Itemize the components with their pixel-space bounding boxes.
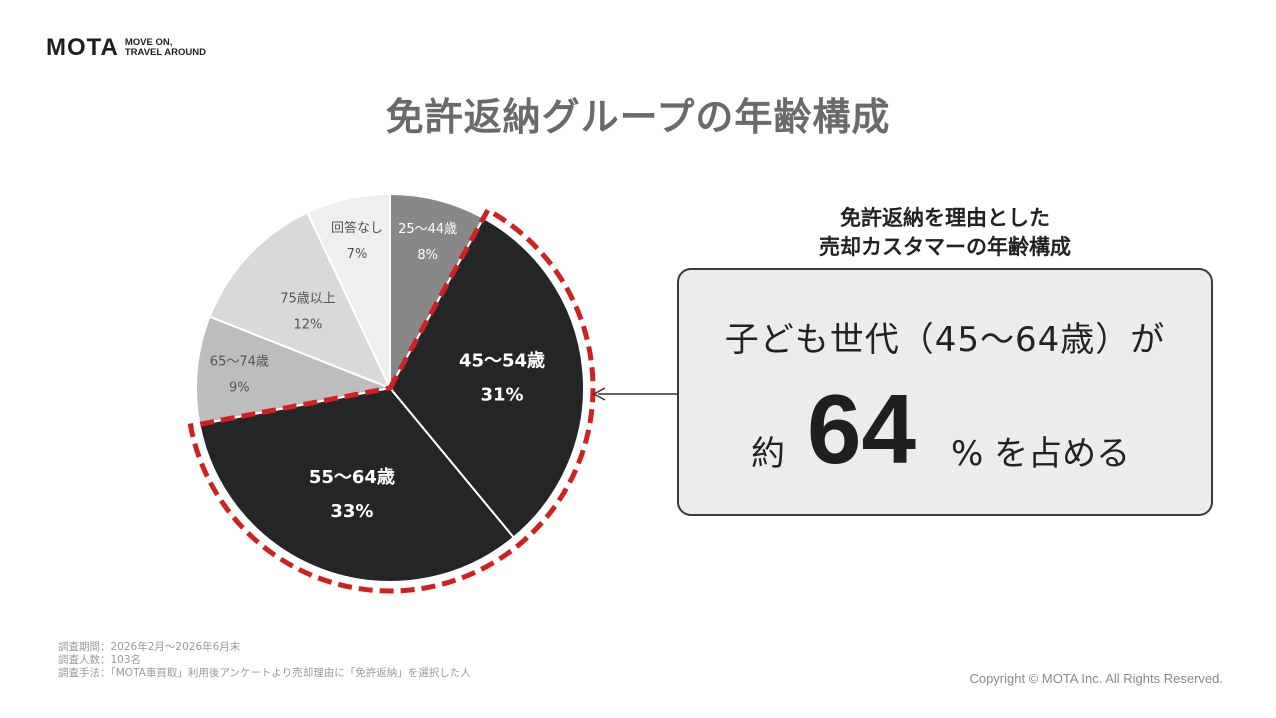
logo-tagline-line: TRAVEL AROUND [124,47,206,58]
logo-wordmark: MOTA [46,34,119,61]
slice-label-5: 回答なし [331,220,383,236]
pie-slice [208,211,392,390]
callout-prefix: 約 [751,434,785,474]
slice-value-0: 8% [417,248,438,263]
callout-stat: 約 64 % を占める [679,374,1211,484]
slice-value-3: 9% [229,380,250,395]
slice-label-0: 25〜44歳 [398,222,457,237]
footnote-line: 調査人数：103名 [58,654,142,666]
copyright: Copyright © MOTA Inc. All Rights Reserve… [969,671,1223,686]
footnote-line: 調査手法：「MOTA車買取」利用後アンケートより売却理由に「免許返納」を選択した… [58,667,471,679]
page-title: 免許返納グループの年齢構成 [385,95,891,139]
callout-title-line: 売却カスタマーの年齢構成 [819,235,1071,259]
logo-tagline-line: MOVE ON, [124,37,173,48]
slice-label-4: 75歳以上 [280,292,336,307]
survey-footnote: 調査期間：2026年2月〜2026年6月末 調査人数：103名 調査手法：「MO… [58,641,471,680]
slice-value-5: 7% [347,247,368,262]
pie-slice [388,216,585,539]
highlight-outline [187,206,596,594]
pie-slice [306,192,391,389]
mota-logo: MOTA MOVE ON, TRAVEL AROUND [46,34,206,62]
logo-tagline: MOVE ON, TRAVEL AROUND [125,38,206,58]
slice-value-1: 31% [480,385,523,406]
arrow-head [592,387,606,401]
slice-label-3: 65〜74歳 [210,354,269,369]
callout-title-line: 免許返納を理由とした [840,206,1050,230]
callout-box: 子ども世代（45〜64歳）が 約 64 % を占める [677,268,1213,516]
pie-slice [195,315,394,426]
pie-slice [198,386,516,583]
slice-value-2: 33% [330,501,373,522]
callout-number: 64 [807,374,917,484]
pie-chart: 25〜44歳 8% 45〜54歳 31% 55〜64歳 33% 65〜74歳 9% 75歳以上 1… [187,192,596,594]
slice-value-4: 12% [294,318,323,333]
footnote-line: 調査期間：2026年2月〜2026年6月末 [58,641,241,653]
callout-arrow [592,387,677,401]
callout-suffix: % を占める [951,434,1131,474]
callout-headline: 子ども世代（45〜64歳）が [724,320,1166,360]
slice-label-1: 45〜54歳 [459,351,545,372]
callout-title: 免許返納を理由とした 売却カスタマーの年齢構成 [735,204,1155,262]
slice-label-2: 55〜64歳 [309,467,395,488]
